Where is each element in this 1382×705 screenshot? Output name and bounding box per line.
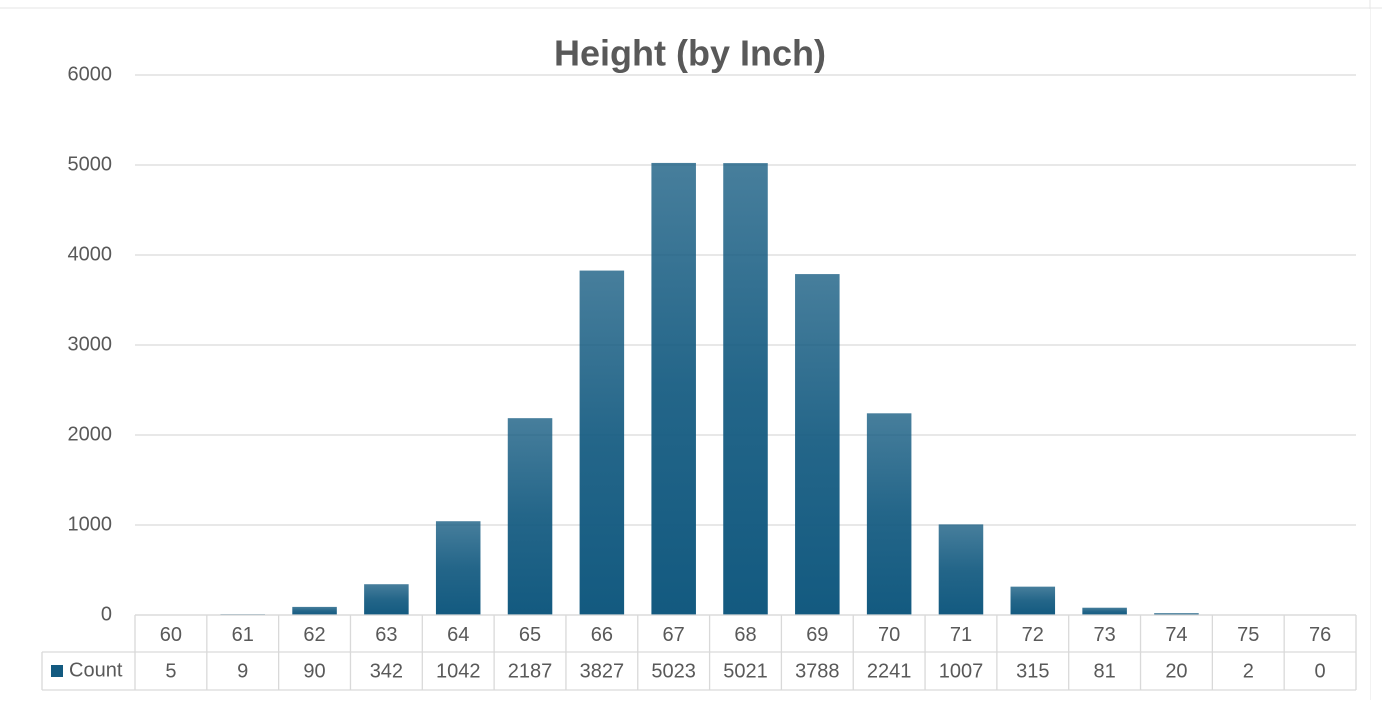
x-tick-label: 72 [1022, 624, 1044, 646]
x-tick-label: 71 [950, 624, 972, 646]
bar [508, 418, 553, 615]
bar [651, 163, 696, 615]
x-tick-label: 69 [806, 624, 828, 646]
table-value: 20 [1165, 660, 1187, 682]
table-value: 9 [237, 660, 248, 682]
table-value: 5023 [651, 660, 696, 682]
bar [1011, 587, 1056, 615]
chart-title: Height (by Inch) [554, 33, 826, 74]
y-tick-label: 0 [101, 603, 112, 625]
table-value: 2241 [867, 660, 912, 682]
table-value: 342 [370, 660, 403, 682]
bar [580, 271, 625, 615]
bar [436, 521, 481, 615]
legend-label: Count [69, 659, 123, 681]
table-value: 1007 [939, 660, 984, 682]
bar [867, 413, 912, 615]
x-tick-label: 70 [878, 624, 900, 646]
bar [292, 607, 337, 615]
x-tick-label: 61 [232, 624, 254, 646]
x-tick-label: 67 [663, 624, 685, 646]
x-tick-label: 60 [160, 624, 182, 646]
x-tick-label: 76 [1309, 624, 1331, 646]
table-value: 90 [303, 660, 325, 682]
y-tick-label: 3000 [68, 333, 113, 355]
table-value: 3788 [795, 660, 840, 682]
y-tick-label: 5000 [68, 153, 113, 175]
x-tick-label: 75 [1237, 624, 1259, 646]
x-tick-label: 73 [1093, 624, 1115, 646]
table-value: 2187 [508, 660, 553, 682]
table-value: 3827 [580, 660, 625, 682]
bar [1082, 608, 1127, 615]
y-tick-label: 4000 [68, 243, 113, 265]
bar [364, 584, 409, 615]
table-value: 81 [1093, 660, 1115, 682]
y-tick-label: 6000 [68, 63, 113, 85]
x-tick-label: 66 [591, 624, 613, 646]
table-value: 0 [1315, 660, 1326, 682]
bar [939, 524, 984, 615]
table-value: 2 [1243, 660, 1254, 682]
table-value: 5 [165, 660, 176, 682]
legend-key [51, 665, 63, 677]
x-tick-label: 64 [447, 624, 469, 646]
bar [723, 163, 768, 615]
y-tick-label: 2000 [68, 423, 113, 445]
bar [795, 274, 840, 615]
table-value: 315 [1016, 660, 1049, 682]
table-value: 1042 [436, 660, 481, 682]
x-tick-label: 62 [303, 624, 325, 646]
x-tick-label: 63 [375, 624, 397, 646]
x-tick-label: 68 [734, 624, 756, 646]
y-tick-label: 1000 [68, 513, 113, 535]
x-tick-label: 74 [1165, 624, 1187, 646]
x-tick-label: 65 [519, 624, 541, 646]
table-value: 5021 [723, 660, 768, 682]
